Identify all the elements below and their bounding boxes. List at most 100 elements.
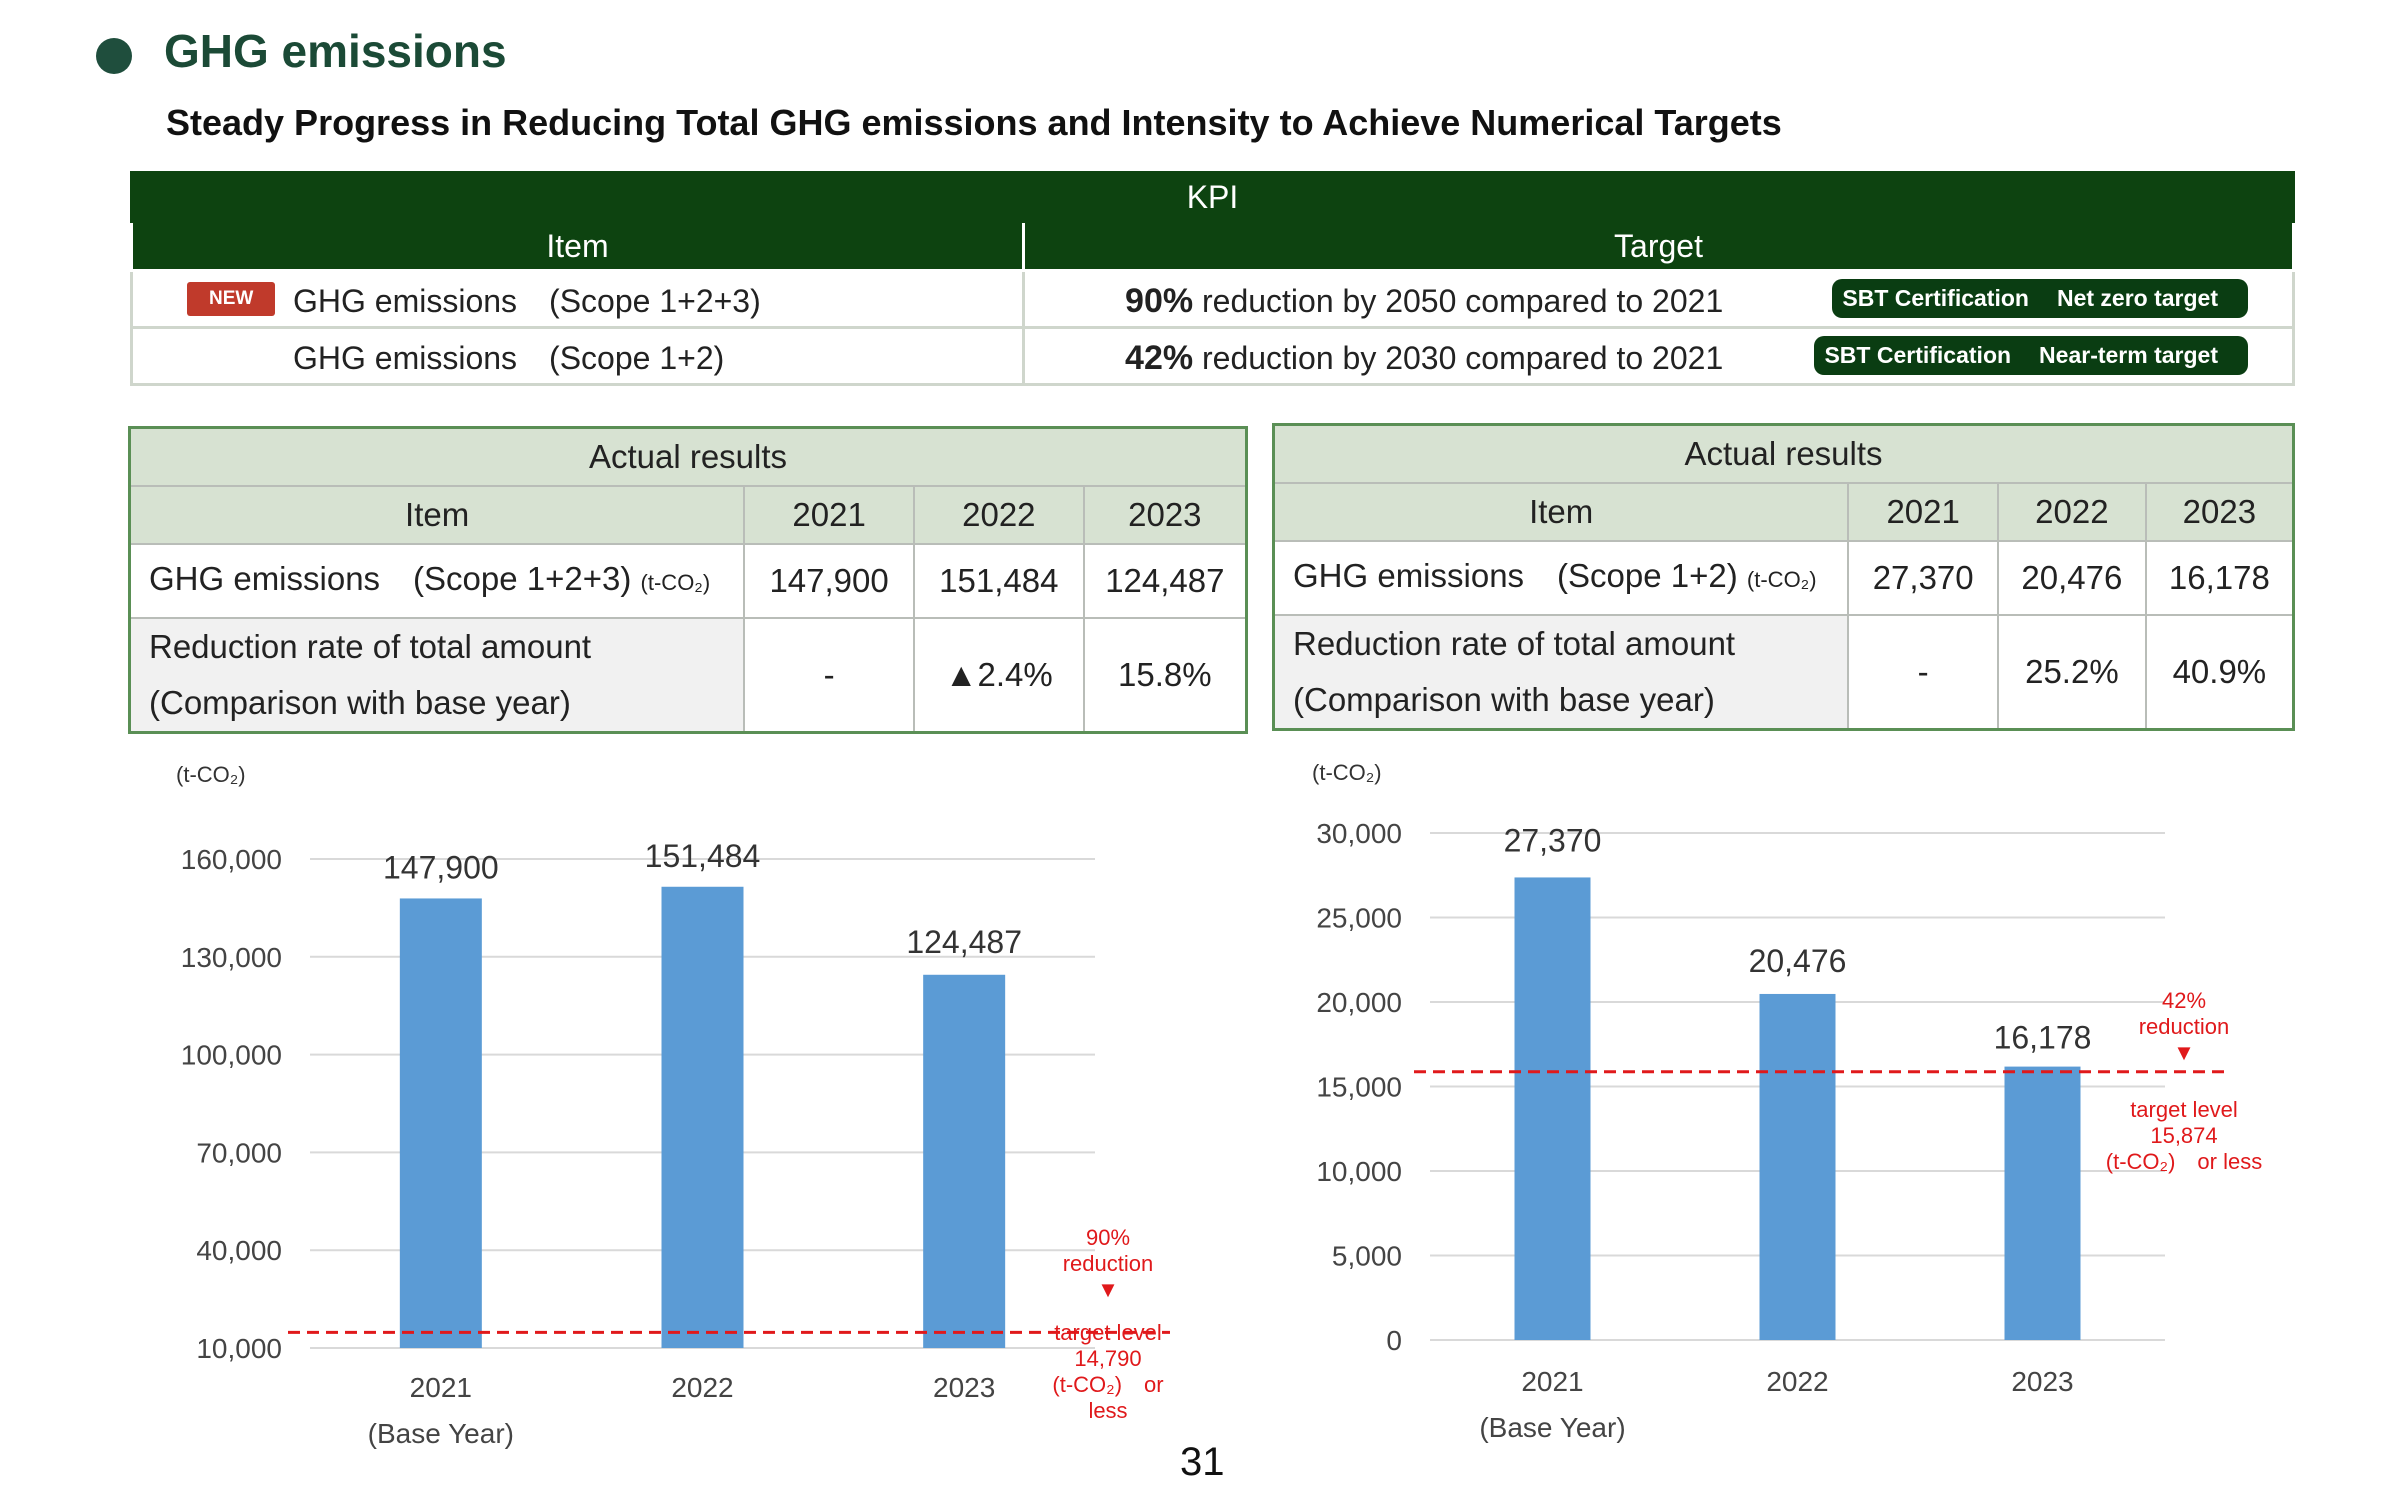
chart-scope123: (t-CO₂) 10,000 40,000 70,000 100,000 130,000 1…: [176, 762, 1170, 1449]
y-tick-label: 100,000: [181, 1040, 282, 1071]
results-table-scope123: Actual results Item 2021 2022 2023 GHG e…: [128, 426, 1248, 734]
results-cell: -: [1847, 614, 2000, 731]
kpi-col-target: Target: [1022, 220, 2295, 272]
results-col-year: 2021: [743, 485, 915, 545]
kpi-target-rest: reduction by 2030 compared to 2021: [1193, 340, 1724, 376]
y-tick-label: 70,000: [196, 1137, 282, 1168]
x-tick-label: 2021: [1521, 1366, 1583, 1397]
target-annotation: 15,874: [2150, 1123, 2217, 1148]
y-tick-label: 0: [1386, 1325, 1402, 1356]
unit-label: (t-CO₂): [1746, 567, 1817, 592]
results-col-year: 2022: [1997, 482, 2147, 542]
sbt-cert-label: SBT Certification: [1824, 342, 2012, 368]
results-title: Actual results: [128, 426, 1248, 487]
bar: [1514, 877, 1591, 1340]
data-label: 20,476: [1749, 943, 1847, 979]
results-cell: 25.2%: [1997, 614, 2147, 731]
results-title: Actual results: [1272, 423, 2295, 484]
page-number: 31: [1180, 1440, 1225, 1484]
y-tick-label: 15,000: [1316, 1072, 1402, 1103]
kpi-item-label: GHG emissions (Scope 1+2): [293, 340, 725, 376]
kpi-col-item: Item: [129, 220, 1026, 272]
kpi-target-rest: reduction by 2050 compared to 2021: [1193, 283, 1724, 319]
target-annotation: less: [1088, 1398, 1127, 1423]
y-tick-label: 160,000: [181, 844, 282, 875]
emissions-label: GHG emissions (Scope 1+2+3): [149, 560, 632, 597]
results-cell: 16,178: [2144, 540, 2295, 616]
target-annotation: 90%: [1086, 1225, 1130, 1250]
data-label: 16,178: [1994, 1020, 2092, 1056]
y-unit-label: (t-CO₂): [1312, 760, 1382, 785]
target-annotation: reduction: [2139, 1014, 2230, 1039]
arrow-down-icon: ▼: [2173, 1040, 2195, 1065]
kpi-item-label: GHG emissions (Scope 1+2+3): [293, 283, 761, 319]
results-col-item: Item: [128, 485, 746, 545]
data-label: 27,370: [1504, 822, 1602, 858]
results-row-label: GHG emissions (Scope 1+2) (t-CO₂): [1272, 540, 1850, 616]
results-cell: 40.9%: [2144, 614, 2295, 731]
reduction-sublabel: (Comparison with base year): [1293, 681, 1715, 718]
target-annotation: 42%: [2162, 988, 2206, 1013]
kpi-row: NEW GHG emissions (Scope 1+2+3) 90% redu…: [129, 269, 2295, 329]
kpi-target-text: 42% reduction by 2030 compared to 2021: [1125, 339, 1723, 378]
kpi-target-pct: 90%: [1125, 282, 1194, 320]
y-tick-label: 130,000: [181, 942, 282, 973]
kpi-row: GHG emissions (Scope 1+2) 42% reduction …: [129, 326, 2295, 386]
results-table-scope12: Actual results Item 2021 2022 2023 GHG e…: [1272, 423, 2295, 731]
y-unit-label: (t-CO₂): [176, 762, 246, 787]
results-cell: ▲2.4%: [912, 617, 1085, 734]
bar: [1759, 993, 1836, 1340]
x-tick-label: 2021: [410, 1372, 472, 1403]
results-cell: 151,484: [912, 543, 1085, 619]
x-tick-label: 2022: [1766, 1366, 1828, 1397]
target-annotation: target level: [1054, 1320, 1162, 1345]
data-label: 124,487: [906, 924, 1022, 960]
results-cell: 124,487: [1082, 543, 1248, 619]
target-annotation: reduction: [1063, 1251, 1154, 1276]
page-subtitle: Steady Progress in Reducing Total GHG em…: [166, 102, 1782, 143]
y-tick-label: 20,000: [1316, 987, 1402, 1018]
target-annotation: (t-CO₂) or less: [2106, 1149, 2262, 1174]
bar: [661, 886, 744, 1348]
title-bullet-icon: [96, 38, 132, 74]
x-tick-label: 2023: [2011, 1366, 2073, 1397]
reduction-label: Reduction rate of total amount: [1293, 625, 1736, 662]
sbt-badge: SBT Certification Net zero target: [1832, 279, 2248, 318]
results-cell: 20,476: [1997, 540, 2147, 616]
data-label: 147,900: [383, 849, 499, 885]
results-row-label: GHG emissions (Scope 1+2+3) (t-CO₂): [128, 543, 746, 619]
kpi-title: KPI: [130, 171, 2295, 223]
y-tick-label: 40,000: [196, 1235, 282, 1266]
results-cell: -: [743, 617, 915, 734]
y-tick-label: 25,000: [1316, 903, 1402, 934]
results-col-year: 2023: [2144, 482, 2295, 542]
reduction-label: Reduction rate of total amount: [149, 628, 592, 665]
sbt-badge: SBT Certification Near-term target: [1814, 336, 2248, 375]
arrow-down-icon: ▼: [1097, 1277, 1119, 1302]
unit-label: (t-CO₂): [640, 570, 711, 595]
target-annotation: target level: [2130, 1097, 2238, 1122]
reduction-sublabel: (Comparison with base year): [149, 684, 571, 721]
page-title: GHG emissions: [164, 25, 507, 77]
chart-scope12: (t-CO₂) 0 5,000 10,000 15,000 20,000 25,000 30,…: [1312, 760, 2262, 1443]
bar: [923, 974, 1006, 1348]
bar: [399, 898, 482, 1348]
results-col-year: 2021: [1847, 482, 2000, 542]
kpi-target-text: 90% reduction by 2050 compared to 2021: [1125, 282, 1723, 321]
sbt-target-label: Net zero target: [2056, 285, 2218, 311]
results-col-year: 2022: [912, 485, 1085, 545]
results-col-item: Item: [1272, 482, 1850, 542]
kpi-table: KPI Item Target NEW GHG emissions (Scope…: [129, 171, 2295, 386]
results-cell: 15.8%: [1082, 617, 1248, 734]
data-label: 151,484: [645, 838, 761, 874]
y-tick-label: 10,000: [196, 1333, 282, 1364]
y-tick-label: 5,000: [1332, 1241, 1402, 1272]
new-badge: NEW: [187, 282, 276, 316]
target-annotation: 14,790: [1074, 1346, 1141, 1371]
y-tick-label: 10,000: [1316, 1156, 1402, 1187]
x-tick-label: 2022: [671, 1372, 733, 1403]
sbt-cert-label: SBT Certification: [1842, 285, 2029, 311]
bar: [2004, 1066, 2081, 1340]
kpi-target-pct: 42%: [1125, 339, 1194, 377]
x-tick-sublabel: (Base Year): [1479, 1412, 1625, 1443]
